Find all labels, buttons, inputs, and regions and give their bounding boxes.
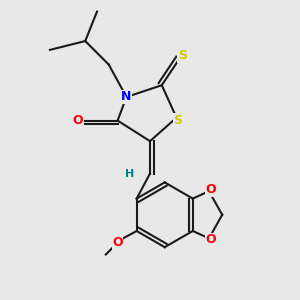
Text: O: O bbox=[112, 236, 123, 249]
Text: S: S bbox=[173, 114, 182, 127]
Text: H: H bbox=[125, 169, 134, 178]
Text: S: S bbox=[178, 49, 187, 62]
Text: O: O bbox=[205, 233, 216, 246]
Text: N: N bbox=[121, 91, 132, 103]
Text: O: O bbox=[205, 183, 216, 196]
Text: O: O bbox=[73, 114, 83, 127]
